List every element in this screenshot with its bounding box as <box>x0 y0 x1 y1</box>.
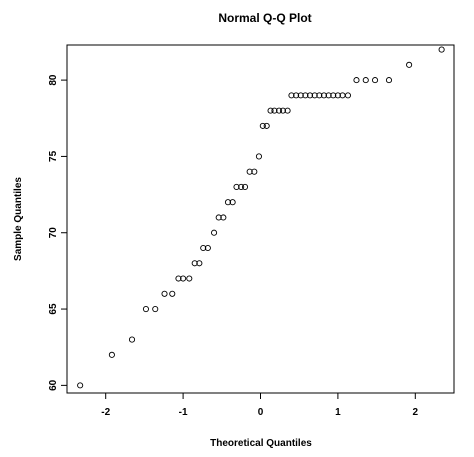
data-point <box>276 107 283 114</box>
data-point <box>334 92 341 99</box>
data-point <box>330 92 337 99</box>
data-point <box>353 77 360 84</box>
data-point <box>128 336 136 343</box>
data-point <box>362 77 369 84</box>
data-point <box>251 168 258 175</box>
y-tick-label: 70 <box>48 227 59 239</box>
data-point <box>161 290 168 297</box>
data-point <box>385 77 393 84</box>
data-point <box>438 46 445 53</box>
data-point <box>255 153 263 160</box>
y-axis: 60 65 70 75 80 <box>48 74 67 391</box>
data-point <box>180 275 187 282</box>
data-point <box>316 92 323 99</box>
y-tick-label: 80 <box>48 74 59 86</box>
data-point <box>372 77 379 84</box>
data-point <box>302 92 309 99</box>
data-point <box>77 382 84 389</box>
data-point <box>406 61 413 68</box>
x-tick-label: -2 <box>101 407 110 418</box>
data-point <box>196 260 203 267</box>
data-point <box>311 92 318 99</box>
data-point <box>271 107 278 114</box>
data-point <box>344 92 352 99</box>
data-point <box>320 92 328 99</box>
data-point <box>297 92 304 99</box>
y-tick-label: 75 <box>48 150 59 162</box>
data-point <box>186 275 193 282</box>
data-point <box>233 183 240 190</box>
data-point <box>191 260 198 267</box>
data-point <box>246 168 253 175</box>
data-point <box>224 199 232 206</box>
data-point <box>142 306 149 313</box>
chart-title: Normal Q-Q Plot <box>218 11 311 25</box>
y-tick-label: 65 <box>48 303 59 315</box>
plot-frame <box>66 44 455 394</box>
data-point <box>200 244 207 252</box>
y-axis-label: Sample Quantiles <box>13 177 24 261</box>
data-point <box>288 92 295 99</box>
data-point <box>169 290 176 297</box>
data-point <box>175 275 182 282</box>
x-tick-label: 1 <box>335 407 341 418</box>
data-point <box>241 183 249 190</box>
data-points <box>77 46 445 389</box>
data-point <box>306 92 314 99</box>
data-point <box>220 214 227 221</box>
data-point <box>263 122 270 129</box>
data-point <box>284 107 291 114</box>
y-tick-label: 60 <box>48 379 59 391</box>
data-point <box>238 183 245 190</box>
data-point <box>204 244 211 252</box>
data-point <box>267 107 274 114</box>
data-point <box>279 107 286 114</box>
x-tick-label: 2 <box>413 407 419 418</box>
data-point <box>215 214 222 221</box>
data-point <box>152 306 159 313</box>
data-point <box>211 229 218 236</box>
x-axis: -2 -1 0 1 2 <box>101 393 419 418</box>
x-axis-label: Theoretical Quantiles <box>210 438 312 449</box>
data-point <box>293 92 300 99</box>
data-point <box>108 351 115 358</box>
data-point <box>259 122 266 129</box>
data-point <box>229 199 236 206</box>
x-tick-label: -1 <box>179 407 188 418</box>
data-point <box>325 92 332 99</box>
x-tick-label: 0 <box>258 407 264 418</box>
